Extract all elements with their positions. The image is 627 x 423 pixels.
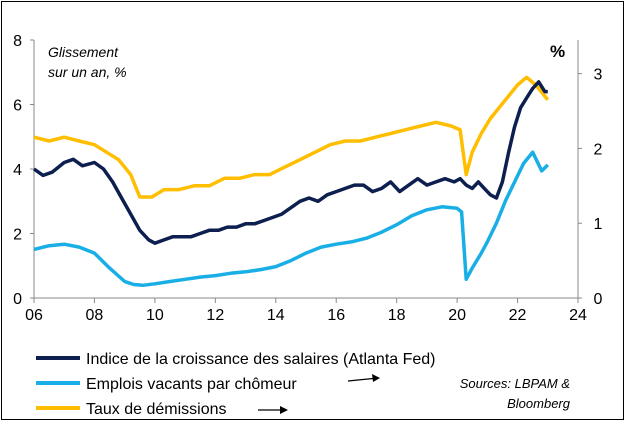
x-tick-label: 16 <box>327 307 345 324</box>
series-line-vacancies <box>33 150 550 288</box>
x-tick-label: 20 <box>448 307 466 324</box>
left-y-tick-label: 2 <box>13 227 22 244</box>
legend-arrow-vacancies <box>347 374 380 382</box>
right-y-tick-labels: 0 1 2 3 <box>578 67 603 308</box>
legend-arrow-quits <box>258 406 288 414</box>
x-tick-label: 10 <box>146 307 164 324</box>
legend-label-wages: Indice de la croissance des salaires (At… <box>86 351 436 368</box>
series-line-quits <box>33 75 550 199</box>
x-tick-labels: 06 08 10 12 14 16 18 20 22 24 <box>25 298 587 324</box>
left-y-tick-label: 4 <box>13 162 22 179</box>
left-y-tick-label: 0 <box>13 291 22 308</box>
annotation-line-1: Glissement <box>48 44 119 60</box>
left-y-tick-label: 8 <box>13 33 22 50</box>
x-tick-label: 14 <box>267 307 285 324</box>
series-lines <box>32 75 550 288</box>
x-tick-label: 24 <box>569 307 587 324</box>
right-y-tick-label: 3 <box>594 67 603 84</box>
x-tick-label: 08 <box>86 307 104 324</box>
left-y-tick-label: 6 <box>13 98 22 115</box>
legend-label-vacancies: Emplois vacants par chômeur <box>86 376 297 393</box>
legend: Indice de la croissance des salaires (At… <box>36 351 436 418</box>
annotation-line-2: sur un an, % <box>48 64 127 80</box>
right-y-tick-label: 2 <box>594 141 603 158</box>
right-y-tick-label: 1 <box>594 216 603 233</box>
x-tick-label: 06 <box>25 307 43 324</box>
left-y-tick-labels: 0 2 4 6 8 <box>13 33 34 308</box>
legend-label-quits: Taux de démissions <box>86 401 227 418</box>
series-line-wages <box>32 80 548 245</box>
x-tick-label: 18 <box>388 307 406 324</box>
right-axis-unit-label: % <box>550 42 565 61</box>
x-tick-label: 12 <box>206 307 224 324</box>
x-tick-label: 22 <box>509 307 527 324</box>
right-y-tick-label: 0 <box>594 291 603 308</box>
source-line-2: Bloomberg <box>507 396 571 411</box>
source-line-1: Sources: LBPAM & <box>460 376 570 391</box>
